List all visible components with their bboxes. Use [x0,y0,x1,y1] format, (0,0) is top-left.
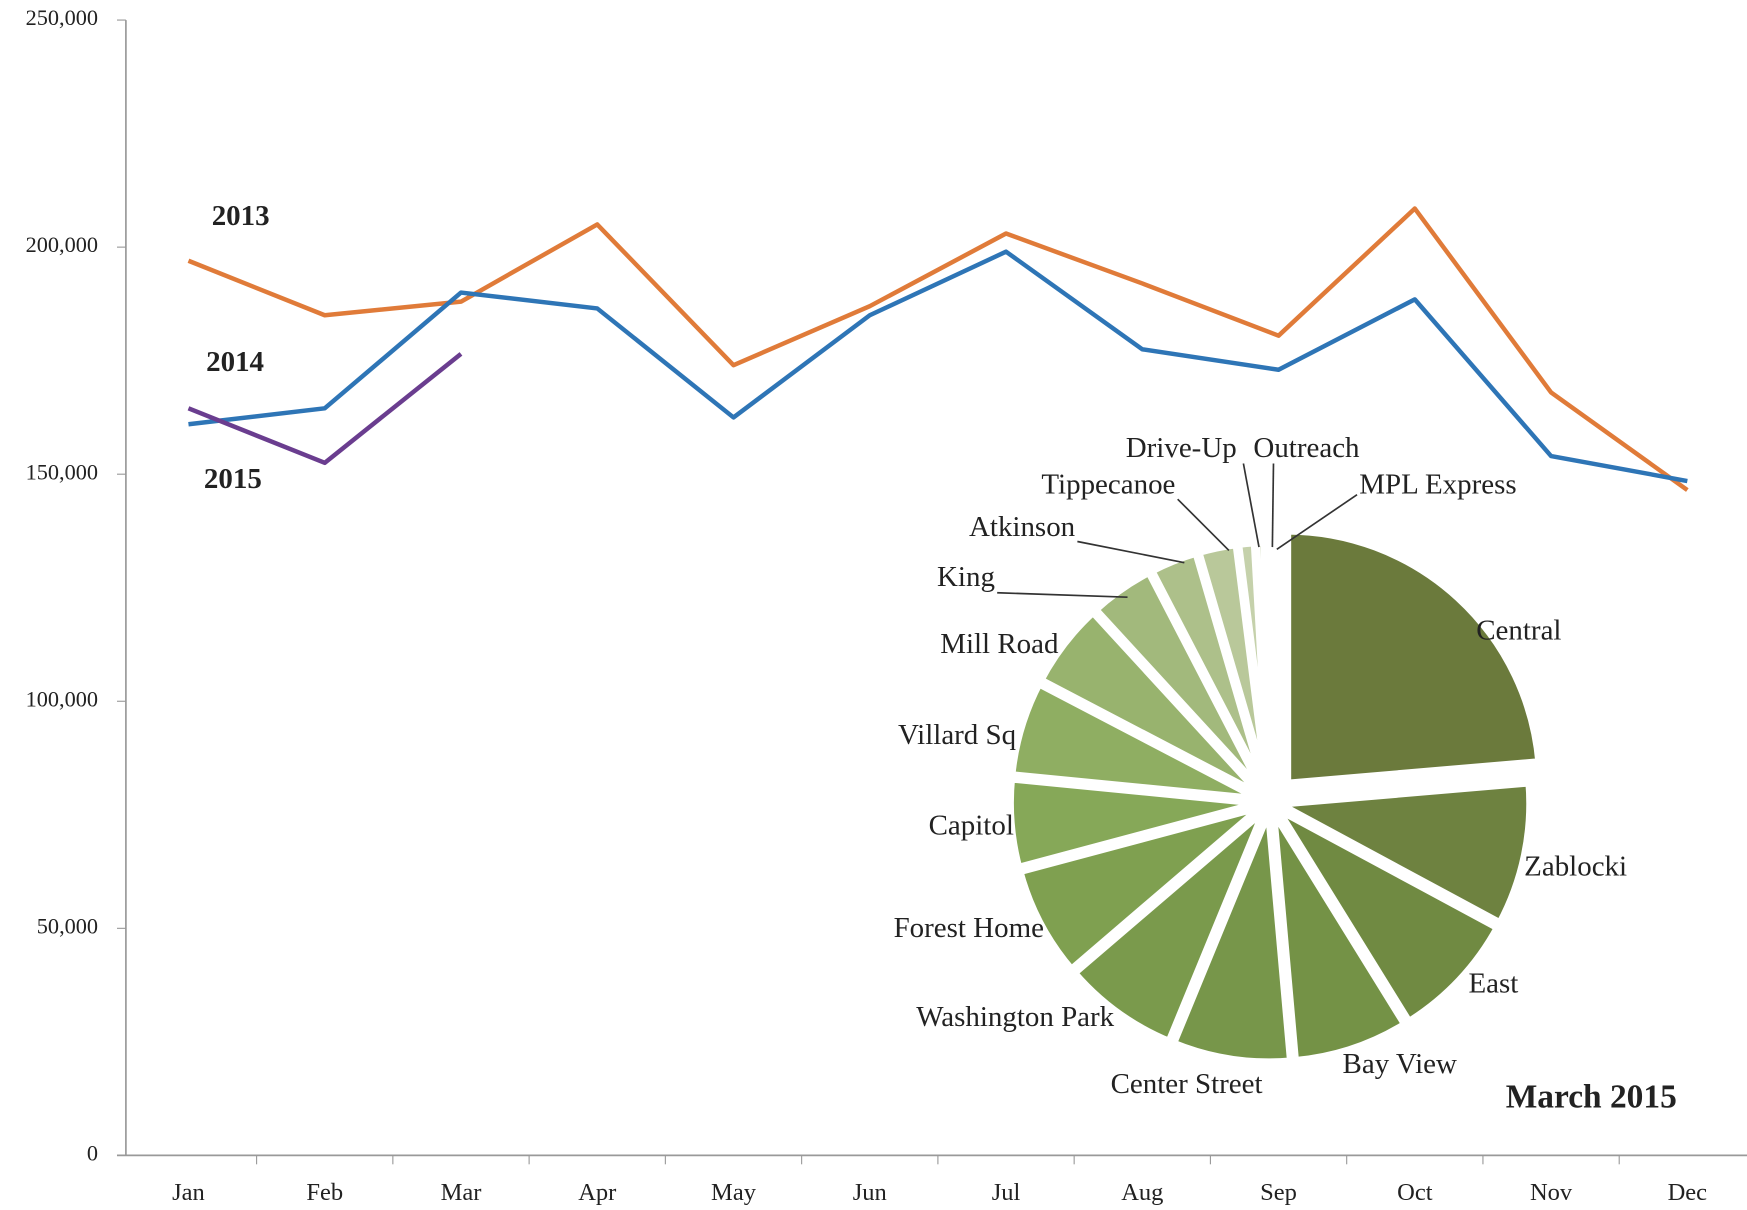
leader-line [1177,498,1230,551]
x-tick-label: Jul [992,1179,1021,1206]
pie-hole [1250,782,1291,823]
pie-label: Drive-Up [1126,432,1237,464]
y-tick-label: 100,000 [26,686,98,711]
x-tick-label: Apr [578,1179,616,1206]
series-label: 2013 [212,200,270,232]
x-tick-label: Feb [306,1179,343,1206]
series-label: 2015 [204,463,262,495]
pie-slice [1282,525,1545,789]
pie-label: MPL Express [1359,469,1516,501]
series-line [187,352,463,466]
pie-label: Zablocki [1524,851,1627,883]
pie-slice [1168,804,1296,1068]
x-tick-label: Jun [853,1179,887,1206]
series-line [187,206,1689,492]
pie-label: Mill Road [940,628,1059,660]
pie-label: Bay View [1343,1048,1457,1080]
series-label: 2014 [206,346,264,378]
leader-line [997,591,1128,599]
pie-slice [1014,800,1269,976]
x-tick-label: Oct [1397,1179,1433,1206]
y-tick-label: 50,000 [37,913,98,938]
y-tick-label: 0 [87,1141,98,1166]
pie-label: Tippecanoe [1041,469,1175,501]
pie-label: Central [1476,614,1561,646]
y-tick-label: 250,000 [26,5,98,30]
pie-label: East [1468,968,1518,1000]
pie-label: Capitol [929,809,1014,841]
pie-label: Washington Park [916,1001,1114,1033]
leader-line [1077,540,1185,564]
x-tick-label: May [711,1179,757,1206]
pie-slice [1272,777,1536,929]
x-tick-label: Dec [1668,1179,1708,1206]
pie-label: Villard Sq [898,719,1016,751]
y-tick-label: 150,000 [26,459,98,484]
x-tick-label: Mar [441,1179,482,1206]
x-tick-label: Sep [1260,1179,1297,1206]
pie-title: March 2015 [1506,1078,1677,1115]
y-tick-label: 200,000 [26,232,98,257]
leader-line [1242,463,1260,548]
pie-label: Atkinson [969,511,1076,543]
series-line [188,249,1688,484]
x-tick-label: Nov [1530,1179,1573,1206]
pie-slice [1267,804,1411,1067]
pie-label: Center Street [1111,1068,1263,1100]
leader-line [1271,463,1275,548]
pie-label: Forest Home [894,912,1044,944]
x-tick-label: Aug [1121,1179,1163,1206]
pie-slice [1270,802,1504,1028]
pie-slice [1068,803,1271,1047]
leader-line [1276,494,1358,550]
pie-label: Outreach [1253,432,1360,464]
pie-label: King [937,561,995,593]
x-tick-label: Jan [172,1179,205,1206]
pie-slice [1260,537,1275,800]
